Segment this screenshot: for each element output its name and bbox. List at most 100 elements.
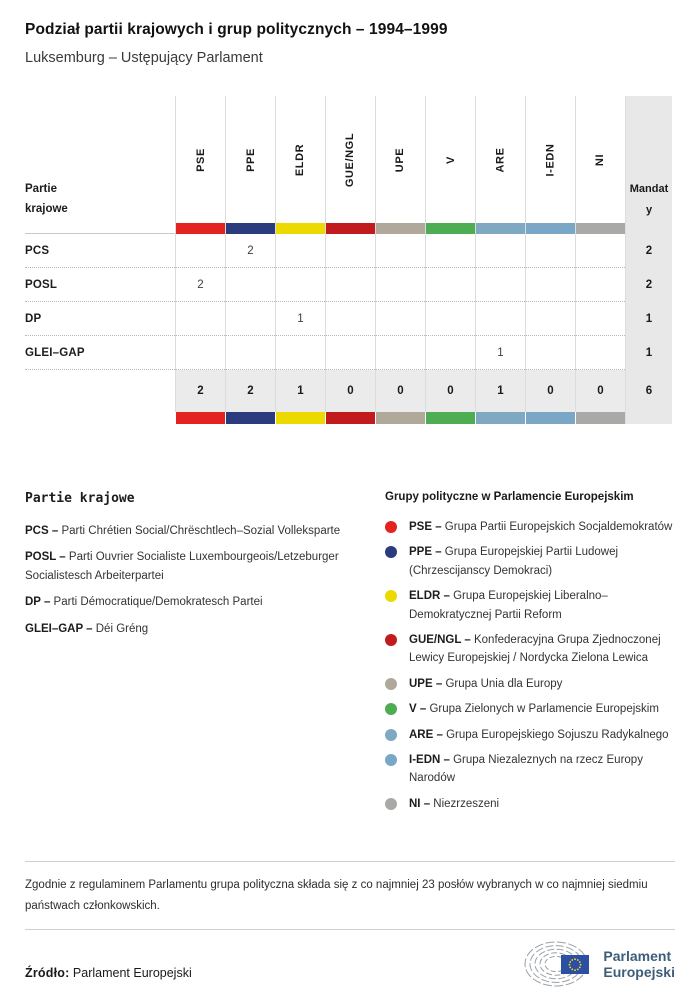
header-underline (25, 223, 175, 234)
seats-gleigap: 1 (625, 336, 672, 370)
bottom-bar-iedn (525, 412, 575, 424)
color-bar-guengl (325, 223, 375, 234)
cell-dp-v (425, 302, 475, 336)
cell-gleigap-iedn (525, 336, 575, 370)
column-header-upe: UPE (375, 96, 425, 223)
guengl-color-dot-icon (385, 633, 397, 646)
are-color-dot-icon (385, 728, 397, 741)
cell-gleigap-eldr (275, 336, 325, 370)
cell-pcs-pse (175, 234, 225, 268)
bottom-bar-v (425, 412, 475, 424)
footnote-divider-top (25, 861, 675, 863)
national-parties-heading: Partie krajowe (25, 491, 135, 506)
total-eldr: 1 (275, 370, 325, 412)
color-bar-v (425, 223, 475, 234)
group-legend-item-are: ARE – Grupa Europejskiego Sojuszu Radyka… (385, 726, 675, 744)
bottom-bar-pse (175, 412, 225, 424)
legend-item-posl: POSL – Parti Ouvrier Socialiste Luxembou… (25, 551, 339, 582)
cell-posl-v (425, 268, 475, 302)
ni-color-dot-icon (385, 797, 397, 810)
total-upe: 0 (375, 370, 425, 412)
cell-dp-guengl (325, 302, 375, 336)
row-label-pcs: PCS (25, 234, 175, 268)
column-header-are: ARE (475, 96, 525, 223)
column-header-v: V (425, 96, 475, 223)
page-title: Podział partii krajowych i grup politycz… (25, 21, 448, 38)
color-bar-ni (575, 223, 625, 234)
column-header-guengl: GUE/NGL (325, 96, 375, 223)
total-ppe: 2 (225, 370, 275, 412)
row-label-gleigap: GLEI–GAP (25, 336, 175, 370)
cell-dp-iedn (525, 302, 575, 336)
political-groups-heading: Grupy polityczne w Parlamencie Europejsk… (385, 491, 634, 503)
cell-posl-iedn (525, 268, 575, 302)
page-subtitle: Luksemburg – Ustępujący Parlament (25, 50, 263, 66)
cell-gleigap-upe (375, 336, 425, 370)
cell-pcs-ppe: 2 (225, 234, 275, 268)
color-bar-upe (375, 223, 425, 234)
cell-posl-upe (375, 268, 425, 302)
total-are: 1 (475, 370, 525, 412)
bottom-bar-ni (575, 412, 625, 424)
group-legend-item-eldr: ELDR – Grupa Europejskiej Liberalno–Demo… (385, 587, 675, 624)
cell-dp-eldr: 1 (275, 302, 325, 336)
national-parties-legend: Partie krajowe PCS – Parti Chrétien Soci… (25, 491, 385, 820)
bottom-bar-are (475, 412, 525, 424)
seats-column-filler (625, 223, 672, 234)
cell-dp-pse (175, 302, 225, 336)
cell-pcs-guengl (325, 234, 375, 268)
legend-item-pcs: PCS – Parti Chrétien Social/Chrëschtlech… (25, 525, 341, 537)
column-header-eldr: ELDR (275, 96, 325, 223)
row-header-label: Partie krajowe (25, 182, 68, 215)
cell-pcs-v (425, 234, 475, 268)
color-bar-ppe (225, 223, 275, 234)
cell-posl-pse: 2 (175, 268, 225, 302)
seats-pcs: 2 (625, 234, 672, 268)
total-iedn: 0 (525, 370, 575, 412)
cell-posl-ppe (225, 268, 275, 302)
column-header-seats: Mandaty (625, 96, 672, 223)
upe-color-dot-icon (385, 677, 397, 690)
cell-dp-are (475, 302, 525, 336)
hemicycle-flag-icon (524, 941, 590, 987)
footnote-text: Zgodnie z regulaminem Parlamentu grupa p… (25, 879, 648, 912)
total-ni: 0 (575, 370, 625, 412)
total-seats: 6 (625, 370, 672, 412)
bottom-bar-ppe (225, 412, 275, 424)
eldr-color-dot-icon (385, 590, 397, 603)
iedn-color-dot-icon (385, 753, 397, 766)
column-header-ni: NI (575, 96, 625, 223)
cell-gleigap-ppe (225, 336, 275, 370)
cell-pcs-are (475, 234, 525, 268)
logo-wordmark: Parlament Europejski (603, 948, 675, 981)
group-legend-item-iedn: I-EDN – Grupa Niezaleznych na rzecz Euro… (385, 751, 675, 788)
political-groups-legend: Grupy polityczne w Parlamencie Europejsk… (385, 491, 675, 820)
bottom-bar-upe (375, 412, 425, 424)
cell-pcs-eldr (275, 234, 325, 268)
total-v: 0 (425, 370, 475, 412)
legend-item-gleigap: GLEI–GAP – Déi Gréng (25, 622, 149, 635)
source-text: Źródło: Parlament Europejski (25, 966, 192, 981)
legend-item-dp: DP – Parti Démocratique/Demokratesch Par… (25, 596, 263, 609)
bottom-bar-spacer (25, 412, 175, 424)
seats-table: Partie krajowe PSE PPE ELDR GUE/NGL UPE … (25, 96, 675, 424)
cell-posl-ni (575, 268, 625, 302)
group-legend-item-v: V – Grupa Zielonych w Parlamencie Europe… (385, 700, 675, 718)
total-guengl: 0 (325, 370, 375, 412)
cell-dp-ni (575, 302, 625, 336)
cell-pcs-iedn (525, 234, 575, 268)
footnote-divider-bottom (25, 929, 675, 931)
cell-dp-ppe (225, 302, 275, 336)
cell-posl-eldr (275, 268, 325, 302)
column-header-ppe: PPE (225, 96, 275, 223)
cell-pcs-upe (375, 234, 425, 268)
cell-gleigap-v (425, 336, 475, 370)
color-bar-iedn (525, 223, 575, 234)
bottom-bar-guengl (325, 412, 375, 424)
group-legend-item-pse: PSE – Grupa Partii Europejskich Socjalde… (385, 518, 675, 536)
european-parliament-logo: Parlament Europejski (523, 938, 675, 990)
color-bar-eldr (275, 223, 325, 234)
pse-color-dot-icon (385, 521, 397, 533)
cell-gleigap-guengl (325, 336, 375, 370)
